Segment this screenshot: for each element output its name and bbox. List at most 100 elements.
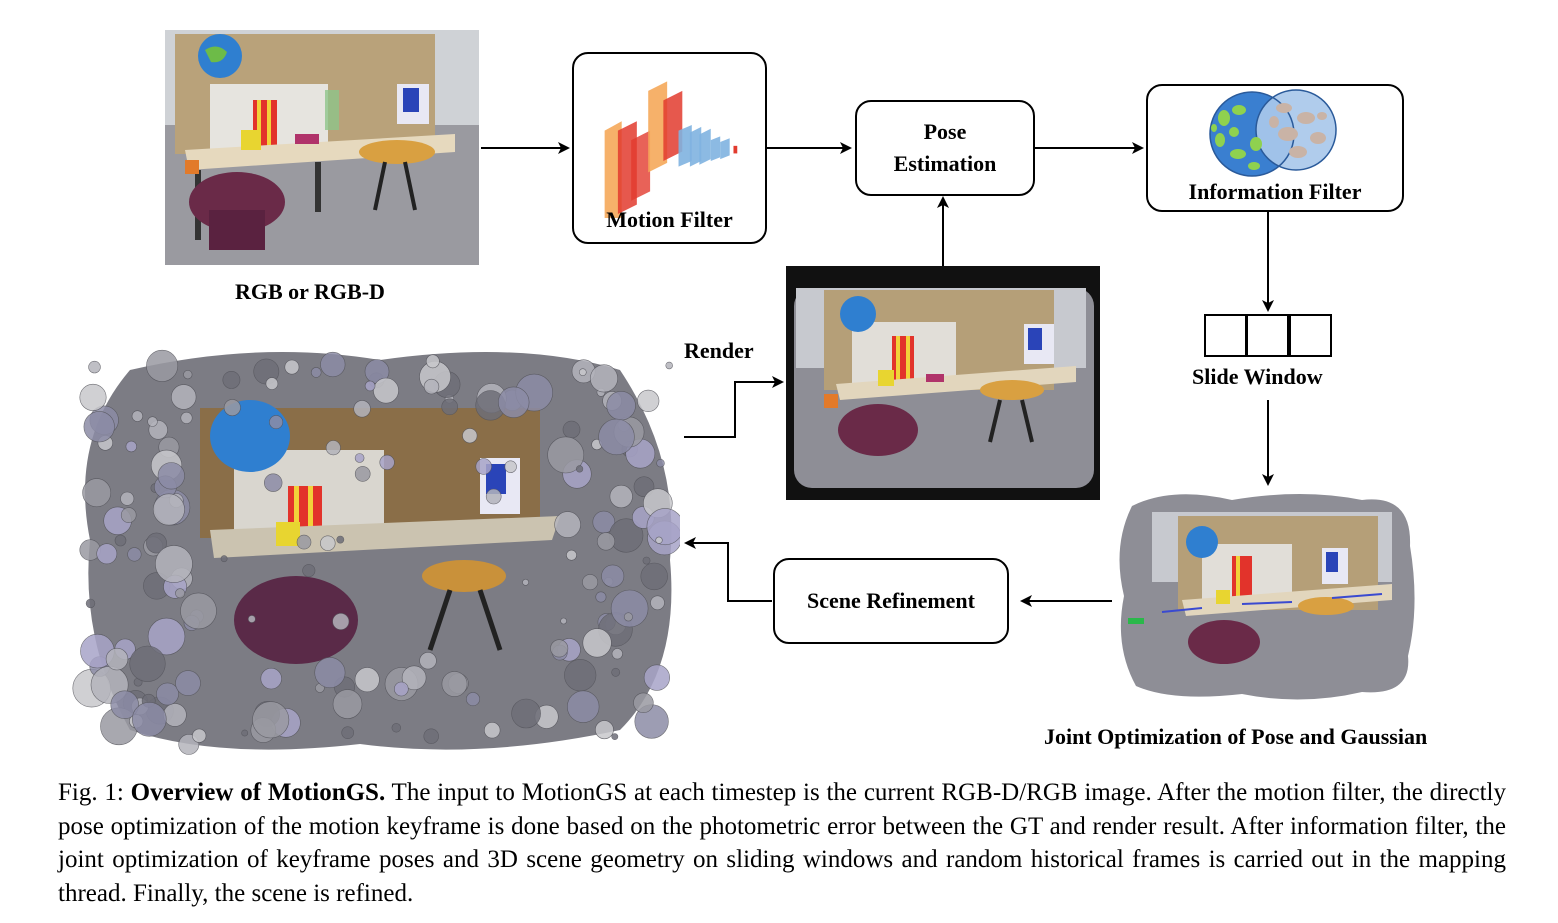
pose-estimation-label-line1: Pose bbox=[923, 119, 967, 144]
render-label: Render bbox=[684, 338, 754, 363]
gaussian-bubble bbox=[120, 491, 135, 506]
motiongs-overview-diagram: Motion Filter Pose Estimation bbox=[72, 30, 1427, 755]
gaussian-bubble bbox=[146, 349, 179, 382]
gaussian-bubble bbox=[265, 377, 279, 390]
gaussian-bubble bbox=[425, 354, 440, 369]
gaussian-bubble bbox=[560, 617, 567, 625]
gaussian-bubble bbox=[88, 360, 101, 374]
gaussian-bubble bbox=[646, 508, 680, 546]
gaussian-bubble bbox=[640, 562, 668, 591]
gaussian-bubble bbox=[601, 564, 625, 588]
gaussian-bubble bbox=[554, 511, 581, 538]
gaussian-bubble bbox=[170, 384, 197, 410]
gaussian-bubble bbox=[320, 351, 346, 378]
caption-title: Overview of MotionGS. bbox=[130, 779, 386, 806]
gaussian-bubble bbox=[391, 723, 401, 733]
gaussian-bubble bbox=[131, 410, 144, 422]
gaussian-bubble bbox=[567, 690, 600, 723]
gaussian-bubble bbox=[393, 681, 409, 697]
gaussian-bubble bbox=[655, 536, 663, 544]
slide-window-cell bbox=[1246, 314, 1289, 357]
render-image bbox=[786, 266, 1100, 500]
gaussian-bubble bbox=[264, 473, 283, 492]
scene-refinement-label: Scene Refinement bbox=[806, 588, 975, 613]
slide-window-cell bbox=[1204, 314, 1247, 357]
gaussian-bubble bbox=[441, 671, 468, 697]
gaussian-bubble bbox=[325, 440, 341, 456]
gaussian-bubble bbox=[354, 453, 365, 463]
gaussian-bubble bbox=[611, 667, 621, 677]
rgb-input-label: RGB or RGB-D bbox=[235, 279, 385, 304]
gaussian-bubble bbox=[302, 564, 316, 578]
gaussian-bubble bbox=[656, 458, 665, 468]
gaussian-bubble bbox=[320, 535, 336, 551]
gaussian-bubble bbox=[183, 369, 193, 380]
gaussian-bubble bbox=[562, 420, 581, 439]
information-filter-box: Information Filter bbox=[1146, 84, 1404, 212]
gaussian-bubble bbox=[596, 532, 616, 551]
gaussian-bubble bbox=[247, 615, 256, 623]
gaussian-bubble bbox=[269, 415, 284, 430]
gaussian-bubble bbox=[336, 535, 345, 544]
gaussian-bubble bbox=[441, 398, 459, 416]
connector-layer bbox=[481, 142, 1274, 607]
gaussian-bubble bbox=[222, 371, 241, 389]
gaussian-bubble bbox=[595, 591, 607, 603]
gaussian-bubble bbox=[598, 418, 635, 456]
gaussian-bubble bbox=[550, 639, 569, 658]
gaussian-bubble bbox=[566, 549, 577, 561]
gaussian-bubble bbox=[485, 488, 502, 505]
gaussian-bubble bbox=[152, 493, 185, 526]
gaussian-bubble bbox=[547, 436, 585, 474]
gaussian-bubble bbox=[595, 720, 614, 740]
gaussian-bubble bbox=[180, 411, 193, 424]
gaussian-bubble bbox=[314, 657, 346, 689]
pose-estimation-label-line2: Estimation bbox=[893, 151, 997, 176]
gaussian-bubble bbox=[220, 555, 228, 563]
gaussian-bubble bbox=[296, 534, 312, 550]
gaussian-bubble bbox=[114, 534, 127, 547]
gaussian-bubble bbox=[110, 690, 139, 719]
gaussian-bubble bbox=[522, 578, 529, 586]
gaussian-bubble bbox=[475, 458, 492, 475]
pose-estimation-box: Pose Estimation bbox=[855, 100, 1035, 196]
motion-filter-box: Motion Filter bbox=[572, 52, 767, 244]
gaussian-bubble bbox=[147, 617, 186, 656]
gaussian-bubble bbox=[163, 703, 187, 727]
gaussian-bubble bbox=[575, 465, 584, 473]
arrow-scene-refinement-to-map bbox=[684, 537, 772, 602]
gaussian-bubble bbox=[364, 380, 376, 392]
gaussian-bubble bbox=[582, 628, 612, 658]
gaussian-bubble bbox=[332, 612, 350, 630]
gaussian-bubble bbox=[223, 399, 241, 417]
gaussian-bubble bbox=[252, 701, 290, 739]
gaussian-bubble bbox=[373, 377, 399, 404]
caption-prefix: Fig. 1: bbox=[58, 779, 131, 806]
gaussian-bubble bbox=[156, 682, 179, 706]
gaussian-bubble bbox=[609, 484, 633, 509]
motion-filter-label: Motion Filter bbox=[606, 207, 733, 232]
gaussian-bubble bbox=[132, 701, 167, 737]
gaussian-bubble bbox=[155, 545, 193, 583]
gaussian-bubble bbox=[462, 428, 478, 444]
gaussian-bubble bbox=[504, 460, 517, 473]
gaussian-bubble bbox=[260, 667, 282, 690]
gaussian-bubble bbox=[354, 466, 371, 482]
gaussian-bubble bbox=[610, 589, 649, 628]
gaussian-bubble bbox=[146, 532, 167, 554]
gaussian-bubble bbox=[310, 367, 322, 378]
gaussian-bubble bbox=[125, 440, 138, 453]
gaussian-bubble bbox=[127, 547, 142, 562]
gaussian-bubble bbox=[147, 416, 158, 427]
gaussian-bubble bbox=[611, 733, 619, 740]
gaussian-bubble bbox=[105, 647, 129, 671]
cnn-icon bbox=[604, 81, 738, 218]
gaussian-bubble bbox=[241, 729, 249, 737]
gaussian-bubble bbox=[180, 592, 217, 630]
slide-window-cell bbox=[1289, 314, 1332, 357]
rgb-input-image bbox=[165, 30, 479, 265]
gaussian-bubble bbox=[175, 670, 201, 696]
gaussian-bubble bbox=[623, 612, 633, 622]
gaussian-bubble bbox=[157, 462, 185, 490]
gaussian-bubble bbox=[511, 698, 541, 729]
